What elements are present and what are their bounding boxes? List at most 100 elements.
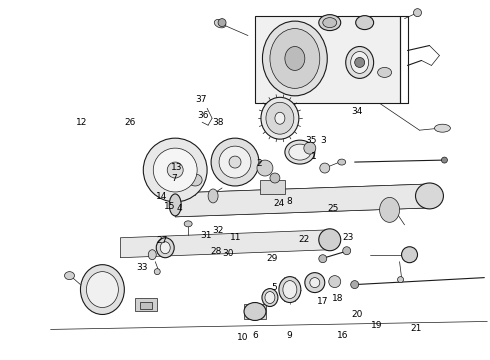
Ellipse shape — [319, 229, 341, 251]
Circle shape — [218, 19, 226, 27]
Ellipse shape — [378, 67, 392, 77]
Ellipse shape — [208, 189, 218, 203]
Ellipse shape — [160, 242, 170, 254]
Ellipse shape — [148, 250, 156, 260]
Circle shape — [154, 269, 160, 275]
Circle shape — [304, 142, 316, 154]
Text: 35: 35 — [305, 136, 317, 145]
Circle shape — [329, 276, 341, 288]
Ellipse shape — [319, 15, 341, 31]
Text: 3: 3 — [320, 136, 326, 145]
Ellipse shape — [188, 174, 202, 186]
Bar — [135, 298, 157, 311]
Ellipse shape — [184, 221, 192, 227]
Ellipse shape — [289, 144, 311, 160]
Circle shape — [441, 157, 447, 163]
Circle shape — [319, 255, 327, 263]
Text: 27: 27 — [156, 237, 168, 246]
Text: 13: 13 — [171, 163, 182, 172]
Text: 36: 36 — [198, 111, 209, 120]
Polygon shape — [175, 184, 429, 217]
Text: 28: 28 — [210, 247, 221, 256]
Text: 14: 14 — [156, 192, 168, 201]
Text: 12: 12 — [75, 118, 87, 127]
Text: 33: 33 — [137, 264, 148, 273]
Bar — [244, 303, 266, 319]
Ellipse shape — [285, 46, 305, 71]
Circle shape — [153, 148, 197, 192]
Text: 6: 6 — [252, 332, 258, 341]
Ellipse shape — [266, 102, 294, 134]
Text: 16: 16 — [337, 332, 348, 341]
Ellipse shape — [380, 197, 399, 222]
Text: 15: 15 — [164, 202, 175, 211]
Text: 7: 7 — [172, 174, 177, 183]
Circle shape — [355, 58, 365, 67]
Ellipse shape — [270, 28, 320, 88]
Text: 9: 9 — [286, 332, 292, 341]
Ellipse shape — [86, 272, 119, 307]
Ellipse shape — [346, 46, 374, 78]
Ellipse shape — [263, 21, 327, 96]
Text: 21: 21 — [410, 324, 422, 333]
Ellipse shape — [262, 289, 278, 306]
Circle shape — [320, 163, 330, 173]
Text: 24: 24 — [273, 199, 285, 208]
Text: 4: 4 — [176, 204, 182, 213]
Ellipse shape — [323, 18, 337, 28]
Text: 23: 23 — [342, 233, 353, 242]
Text: 10: 10 — [237, 333, 248, 342]
Ellipse shape — [279, 276, 301, 302]
Ellipse shape — [435, 124, 450, 132]
Text: 8: 8 — [286, 197, 292, 206]
Ellipse shape — [244, 302, 266, 320]
Ellipse shape — [156, 238, 174, 258]
Circle shape — [257, 160, 273, 176]
Text: 38: 38 — [212, 118, 224, 127]
Circle shape — [211, 138, 259, 186]
Ellipse shape — [80, 265, 124, 315]
Ellipse shape — [351, 51, 368, 73]
Circle shape — [229, 156, 241, 168]
Ellipse shape — [261, 97, 299, 139]
Ellipse shape — [214, 19, 226, 28]
Text: 34: 34 — [352, 107, 363, 116]
Text: 26: 26 — [124, 118, 136, 127]
Bar — [255, 15, 399, 103]
Bar — [140, 302, 152, 309]
Circle shape — [219, 146, 251, 178]
Text: 18: 18 — [332, 294, 343, 303]
Text: 31: 31 — [200, 231, 212, 240]
Circle shape — [270, 173, 280, 183]
Bar — [260, 180, 285, 194]
Text: 5: 5 — [271, 283, 277, 292]
Circle shape — [397, 276, 404, 283]
Circle shape — [167, 162, 183, 178]
Ellipse shape — [275, 112, 285, 124]
Ellipse shape — [338, 159, 346, 165]
Ellipse shape — [356, 15, 374, 30]
Text: 30: 30 — [222, 249, 234, 258]
Text: 2: 2 — [257, 159, 263, 168]
Circle shape — [414, 9, 421, 17]
Ellipse shape — [283, 280, 297, 298]
Ellipse shape — [169, 194, 181, 216]
Ellipse shape — [285, 140, 315, 164]
Circle shape — [401, 247, 417, 263]
Text: 22: 22 — [298, 235, 309, 244]
Text: 29: 29 — [266, 255, 277, 264]
Circle shape — [305, 273, 325, 293]
Text: 37: 37 — [196, 95, 207, 104]
Circle shape — [143, 138, 207, 202]
Polygon shape — [121, 230, 330, 258]
Text: 19: 19 — [371, 321, 383, 330]
Text: 17: 17 — [318, 297, 329, 306]
Ellipse shape — [65, 272, 74, 280]
Circle shape — [351, 280, 359, 289]
Text: 1: 1 — [311, 152, 316, 161]
Text: 32: 32 — [213, 226, 224, 235]
Text: 20: 20 — [352, 310, 363, 319]
Ellipse shape — [416, 183, 443, 209]
Text: 25: 25 — [327, 204, 339, 213]
Ellipse shape — [265, 292, 275, 303]
